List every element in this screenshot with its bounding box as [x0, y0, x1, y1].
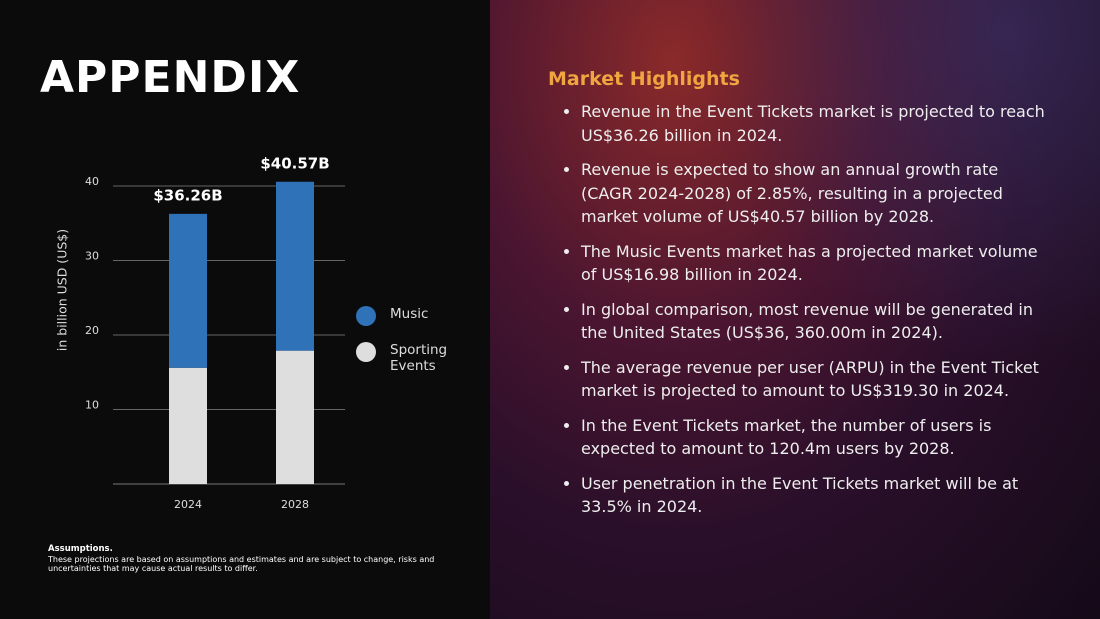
highlight-item: In the Event Tickets market, the number … — [581, 414, 1048, 461]
x-tick-label: 2028 — [281, 498, 309, 511]
bar-segment — [169, 213, 207, 368]
legend-item: Music — [356, 306, 460, 326]
total-label: $36.26B — [153, 186, 222, 204]
highlight-item: The Music Events market has a projected … — [581, 240, 1048, 287]
chart: in billion USD (US$) 10 20 30 40 2024 $36.26B 2… — [55, 154, 345, 511]
y-tick-label: 40 — [85, 175, 99, 188]
x-tick-label: 2024 — [174, 498, 202, 511]
legend: Music Sporting Events — [356, 306, 460, 390]
highlight-item: User penetration in the Event Tickets ma… — [581, 472, 1048, 519]
y-tick-label: 20 — [85, 324, 99, 337]
assumptions: Assumptions. These projections are based… — [48, 544, 458, 574]
highlights: Market Highlights Revenue in the Event T… — [548, 68, 1048, 530]
bar-segment — [169, 367, 207, 484]
y-axis-label: in billion USD (US$) — [55, 229, 70, 351]
highlight-item: Revenue is expected to show an annual gr… — [581, 158, 1048, 229]
highlight-item: Revenue in the Event Tickets market is p… — [581, 100, 1048, 147]
legend-item: Sporting Events — [356, 342, 460, 374]
bar-segment — [276, 350, 314, 484]
highlights-title: Market Highlights — [548, 68, 740, 90]
legend-swatch — [356, 306, 376, 326]
y-tick-label: 30 — [85, 250, 99, 263]
total-label: $40.57B — [260, 154, 329, 172]
highlight-item: The average revenue per user (ARPU) in t… — [581, 356, 1048, 403]
legend-label: Sporting Events — [390, 342, 448, 374]
legend-swatch — [356, 342, 376, 362]
assumptions-title: Assumptions. — [48, 544, 113, 554]
background-panel — [490, 0, 1100, 619]
assumptions-text: These projections are based on assumptio… — [48, 554, 435, 574]
legend-label: Music — [390, 306, 429, 322]
highlight-item: In global comparison, most revenue will … — [581, 298, 1048, 345]
bar-segment — [276, 181, 314, 351]
y-tick-label: 10 — [85, 399, 99, 412]
highlights-list: Revenue in the Event Tickets market is p… — [548, 100, 1048, 519]
slide-title: APPENDIX — [40, 52, 301, 103]
